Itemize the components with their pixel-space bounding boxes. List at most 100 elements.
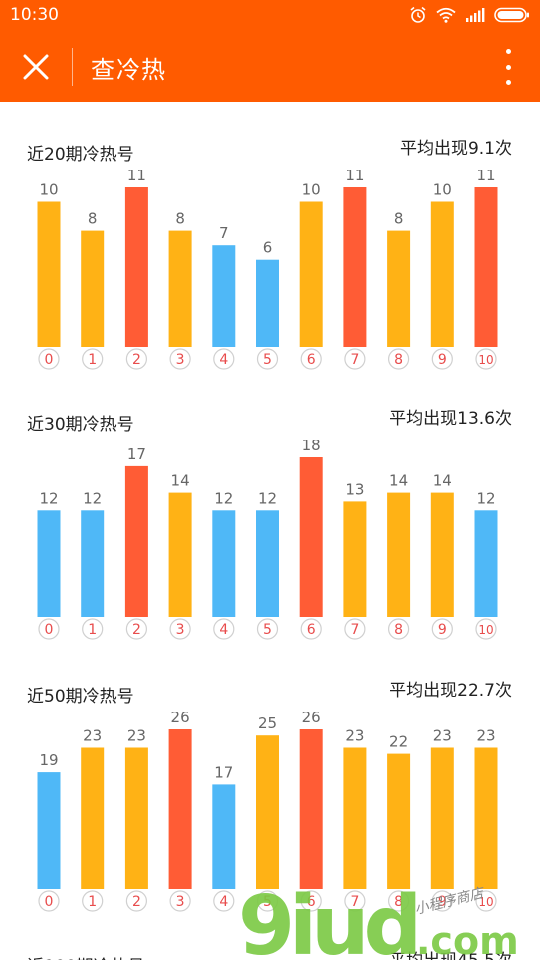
close-button[interactable] xyxy=(16,47,56,87)
section-average: 平均出现13.6次 xyxy=(389,409,512,429)
bar xyxy=(256,259,279,347)
bar-value-label: 17 xyxy=(127,445,146,463)
header-divider xyxy=(72,48,73,86)
bar-value-label: 8 xyxy=(394,210,404,228)
number-circle xyxy=(213,348,235,370)
bar xyxy=(474,510,498,617)
alarm-icon xyxy=(410,6,426,23)
category-label: 3 xyxy=(176,894,185,910)
bar xyxy=(124,747,148,889)
bar xyxy=(387,230,411,347)
category-label: 8 xyxy=(394,352,403,368)
bar-value-label: 14 xyxy=(389,472,408,490)
bar-value-label: 12 xyxy=(83,489,102,507)
category-label: 10 xyxy=(478,353,493,367)
bar-value-label: 14 xyxy=(433,472,452,490)
category-label: 4 xyxy=(219,894,228,910)
bar-value-label: 10 xyxy=(433,181,452,199)
number-circle xyxy=(388,618,410,640)
bar-value-label: 7 xyxy=(219,224,229,242)
number-circle xyxy=(475,618,497,640)
number-circle xyxy=(475,890,497,912)
category-label: 2 xyxy=(132,352,141,368)
bar-value-label: 13 xyxy=(345,480,364,498)
category-label: 6 xyxy=(307,894,316,910)
bar xyxy=(256,510,279,617)
category-label: 5 xyxy=(263,622,272,638)
bar-value-label: 11 xyxy=(476,170,495,184)
number-circle xyxy=(344,618,366,640)
more-vertical-icon xyxy=(505,49,511,54)
number-circle xyxy=(431,890,453,912)
bar xyxy=(37,772,61,889)
bar xyxy=(168,492,192,617)
bar xyxy=(343,501,367,617)
close-icon xyxy=(23,54,49,80)
category-label: 8 xyxy=(394,894,403,910)
bar-value-label: 12 xyxy=(39,489,58,507)
category-label: 2 xyxy=(132,894,141,910)
category-label: 0 xyxy=(45,622,54,638)
bar-value-label: 23 xyxy=(83,727,102,745)
bar xyxy=(299,457,323,617)
category-label: 4 xyxy=(219,622,228,638)
wifi-icon xyxy=(436,7,456,23)
number-circle xyxy=(169,348,191,370)
bar-value-label: 11 xyxy=(345,170,364,184)
number-circle xyxy=(82,618,104,640)
bar xyxy=(430,492,454,617)
bar-chart-svg: 12 0 12 1 17 2 14 3 12 4 12 5 18 6 13 7 14 8 14 9 12 10 xyxy=(37,440,498,640)
section-title: 近30期冷热号 xyxy=(27,415,134,435)
battery-icon xyxy=(494,7,529,23)
category-label: 2 xyxy=(132,622,141,638)
bar-value-label: 19 xyxy=(39,751,58,769)
bar xyxy=(124,465,148,617)
bar xyxy=(168,230,192,347)
category-label: 0 xyxy=(45,894,54,910)
number-circle xyxy=(256,890,279,912)
section-title: 近20期冷热号 xyxy=(27,145,134,165)
category-label: 8 xyxy=(394,622,403,638)
bar xyxy=(299,201,323,347)
bar xyxy=(387,492,411,617)
status-time: 10:30 xyxy=(10,5,59,25)
bar-value-label: 23 xyxy=(345,727,364,745)
bar-value-label: 12 xyxy=(476,489,495,507)
bar-chart-svg: 19 0 23 1 23 2 26 3 17 4 25 5 26 6 23 7 22 8 23 9 23 10 xyxy=(37,712,498,912)
number-circle xyxy=(82,890,104,912)
category-label: 1 xyxy=(88,622,97,638)
bar-value-label: 25 xyxy=(258,714,277,732)
category-label: 6 xyxy=(307,352,316,368)
category-label: 1 xyxy=(88,894,97,910)
bar-value-label: 26 xyxy=(171,712,190,726)
number-circle xyxy=(475,348,497,370)
bar-value-label: 10 xyxy=(39,181,58,199)
category-label: 1 xyxy=(88,352,97,368)
number-circle xyxy=(82,348,104,370)
category-label: 5 xyxy=(263,352,272,368)
section-title: 近100期冷热号 xyxy=(27,952,144,960)
bar xyxy=(37,201,61,347)
bar-value-label: 23 xyxy=(127,727,146,745)
status-icons xyxy=(409,6,530,24)
bar-value-label: 26 xyxy=(302,712,321,726)
section-title: 近50期冷热号 xyxy=(27,687,134,707)
bar xyxy=(430,201,454,347)
bar-value-label: 22 xyxy=(389,733,408,751)
number-circle xyxy=(300,348,322,370)
category-label: 10 xyxy=(478,623,493,637)
number-circle xyxy=(169,618,191,640)
number-circle xyxy=(125,348,147,370)
category-label: 5 xyxy=(263,894,272,910)
bar-value-label: 18 xyxy=(302,440,321,454)
number-circle xyxy=(213,890,235,912)
number-circle xyxy=(213,618,235,640)
bar-value-label: 11 xyxy=(127,170,146,184)
category-label: 4 xyxy=(219,352,228,368)
bar xyxy=(81,510,105,617)
number-circle xyxy=(256,618,279,640)
more-options-button[interactable] xyxy=(498,49,518,85)
status-bar: 10:30 xyxy=(0,0,540,32)
category-label: 10 xyxy=(478,895,493,909)
category-label: 9 xyxy=(438,622,447,638)
